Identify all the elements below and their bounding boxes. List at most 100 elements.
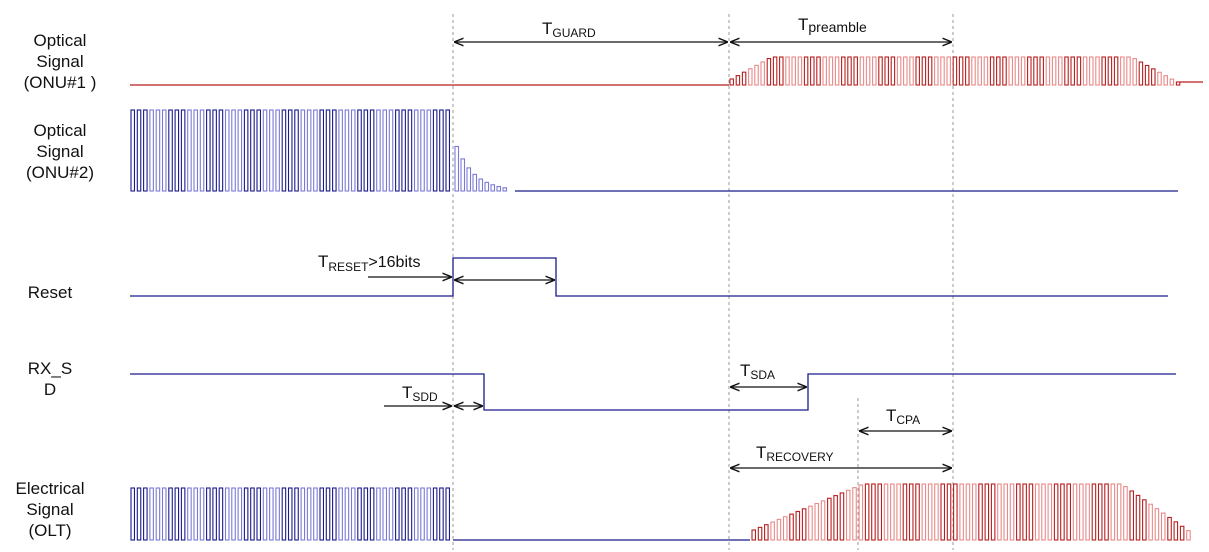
onu1-trace bbox=[130, 56, 1203, 86]
olt-red-pulse bbox=[871, 483, 876, 541]
olt-blue-pulse bbox=[325, 487, 331, 541]
olt-blue-pulse bbox=[206, 487, 211, 541]
olt-blue-pulse bbox=[193, 487, 199, 541]
onu2-pulse bbox=[250, 109, 255, 192]
timing-arrows bbox=[368, 42, 951, 468]
onu1-pulse bbox=[1020, 56, 1026, 86]
olt-red-pulse bbox=[1142, 499, 1147, 541]
label-t-sda: TSDA bbox=[740, 361, 775, 382]
onu1-pulse bbox=[915, 56, 920, 86]
onu2-pulse bbox=[376, 109, 381, 192]
label-onu2-line3: (ONU#2) bbox=[25, 163, 94, 182]
onu2-pulse bbox=[363, 109, 369, 192]
onu2-pulse bbox=[281, 109, 287, 192]
onu2-pulse bbox=[218, 109, 224, 192]
onu1-pulse bbox=[1163, 75, 1168, 86]
onu2-pulse bbox=[496, 185, 502, 192]
olt-blue-pulse bbox=[231, 487, 236, 541]
onu1-pulse bbox=[1058, 56, 1063, 86]
onu1-pulse bbox=[1064, 56, 1069, 86]
olt-blue-pulse bbox=[187, 487, 192, 541]
onu1-pulse bbox=[927, 56, 933, 86]
olt-blue-pulse bbox=[420, 487, 425, 541]
olt-red-pulse bbox=[1091, 483, 1097, 541]
olt-red-pulse bbox=[883, 483, 889, 541]
onu1-pulse bbox=[1076, 56, 1082, 86]
onu1-pulse bbox=[729, 78, 734, 86]
label-t-reset: TRESET>16bits bbox=[318, 252, 420, 274]
onu1-pulse bbox=[977, 56, 982, 86]
onu2-pulse bbox=[313, 109, 318, 192]
onu2-pulse bbox=[388, 109, 394, 192]
onu1-pulse bbox=[1157, 71, 1162, 86]
olt-blue-pulse bbox=[168, 487, 173, 541]
olt-red-pulse bbox=[827, 497, 832, 541]
onu1-pulse bbox=[810, 56, 815, 86]
olt-blue-pulse bbox=[350, 487, 356, 541]
onu1-pulse bbox=[1008, 56, 1013, 86]
olt-blue-pulse bbox=[338, 487, 343, 541]
olt-red-pulse bbox=[1123, 486, 1128, 541]
onu1-pulse bbox=[841, 56, 846, 86]
olt-red-pulse bbox=[1116, 483, 1122, 541]
onu1-pulse bbox=[1107, 56, 1113, 86]
onu1-pulse bbox=[1144, 64, 1150, 86]
onu1-pulse bbox=[1138, 61, 1144, 86]
onu2-pulse bbox=[454, 145, 460, 192]
olt-blue-pulse bbox=[313, 487, 318, 541]
olt-red-pulse bbox=[1104, 483, 1109, 541]
label-reset-line1: Reset bbox=[27, 283, 73, 302]
onu2-pulse bbox=[136, 109, 142, 192]
onu2-pulse bbox=[395, 109, 400, 192]
olt-red-pulse bbox=[927, 483, 933, 541]
olt-blue-pulse bbox=[401, 487, 406, 541]
onu2-pulse bbox=[206, 109, 211, 192]
olt-blue-pulse bbox=[250, 487, 255, 541]
onu2-pulse bbox=[490, 184, 496, 192]
olt-red-pulse bbox=[940, 483, 946, 541]
label-onu1-line1: Optical bbox=[33, 31, 87, 50]
onu2-pulse bbox=[149, 109, 154, 192]
onu1-pulse bbox=[1113, 56, 1119, 86]
onu2-pulse bbox=[231, 109, 236, 192]
olt-red-pulse bbox=[864, 483, 870, 541]
label-onu2-line1: Optical bbox=[33, 121, 87, 140]
onu2-pulse bbox=[401, 109, 406, 192]
onu2-pulse bbox=[287, 109, 293, 192]
olt-red-pulse bbox=[1173, 521, 1179, 541]
onu1-pulse bbox=[983, 56, 989, 86]
label-olt-signal: Electrical Signal (OLT) bbox=[0, 478, 100, 541]
olt-red-pulse bbox=[858, 484, 864, 541]
onu1-pulse bbox=[1132, 58, 1137, 86]
olt-red-pulse bbox=[1160, 512, 1166, 541]
olt-blue-pulse bbox=[363, 487, 369, 541]
onu2-pulse bbox=[502, 187, 508, 192]
onu2-pulse bbox=[344, 109, 350, 192]
onu2-pulse bbox=[350, 109, 356, 192]
olt-blue-pulse bbox=[212, 487, 217, 541]
olt-red-pulse bbox=[997, 483, 1002, 541]
onu1-pulse bbox=[1095, 56, 1100, 86]
olt-blue-pulse bbox=[426, 487, 432, 541]
onu2-pulse bbox=[338, 109, 343, 192]
onu2-pulse bbox=[294, 109, 299, 192]
onu2-pulse bbox=[243, 109, 249, 192]
onu1-pulse bbox=[946, 56, 951, 86]
olt-red-pulse bbox=[1129, 490, 1135, 541]
olt-red-pulse bbox=[1097, 483, 1103, 541]
onu2-pulse bbox=[478, 178, 484, 192]
onu1-pulse bbox=[996, 56, 1001, 86]
onu1-pulse bbox=[934, 56, 939, 86]
olt-blue-pulse bbox=[243, 487, 249, 541]
onu2-pulse bbox=[466, 167, 472, 192]
olt-red-pulse bbox=[770, 521, 775, 541]
label-rxsd-line2: D bbox=[43, 380, 57, 399]
onu1-pulse bbox=[952, 56, 958, 86]
onu1-pulse bbox=[735, 75, 741, 86]
onu1-pulse bbox=[896, 56, 902, 86]
onu1-pulse bbox=[791, 56, 796, 86]
olt-blue-pulse bbox=[306, 487, 312, 541]
olt-red-pulse bbox=[1079, 483, 1084, 541]
onu2-pulse bbox=[269, 109, 274, 192]
olt-blue-pulse bbox=[143, 487, 148, 541]
